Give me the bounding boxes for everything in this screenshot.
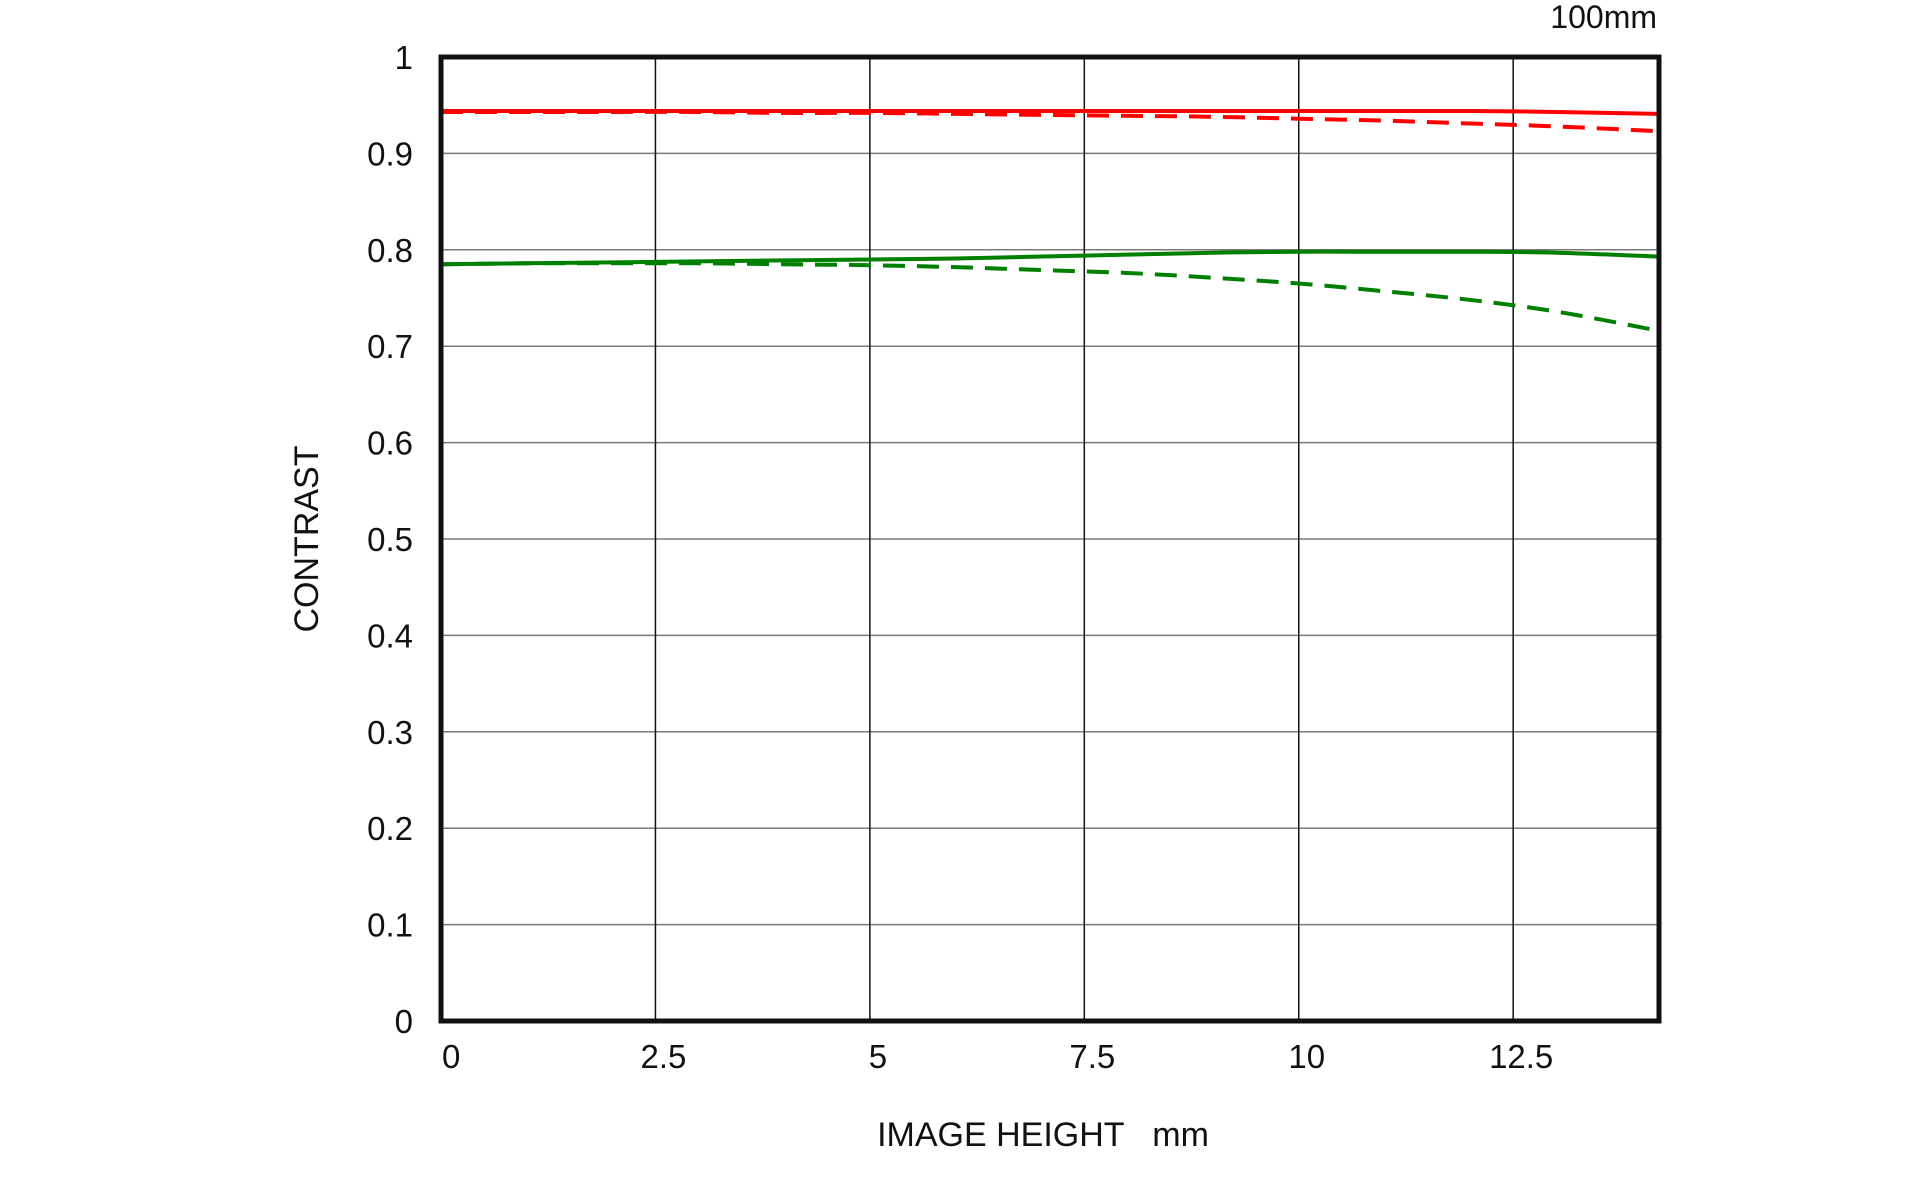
red-dashed-curve bbox=[441, 109, 1660, 134]
y-tick-label: 0.6 bbox=[367, 425, 413, 462]
x-tick-label: 7.5 bbox=[1069, 1038, 1115, 1075]
red-solid-curve bbox=[441, 108, 1660, 116]
y-tick-label: 0.7 bbox=[367, 328, 413, 365]
y-tick-label: 0.4 bbox=[367, 617, 413, 654]
y-tick-label: 0.8 bbox=[367, 232, 413, 269]
grid-layer bbox=[441, 57, 1659, 1021]
y-tick-label: 1 bbox=[395, 39, 413, 76]
y-axis-label: CONTRAST bbox=[288, 446, 326, 633]
tick-layer: 00.10.20.30.40.50.60.70.80.910 2.5 5 7.5 10 1… bbox=[367, 39, 1553, 1075]
x-tick-label: 12.5 bbox=[1489, 1038, 1553, 1075]
x-tick-label: 5 bbox=[869, 1038, 887, 1075]
y-tick-label: 0.9 bbox=[367, 135, 413, 172]
series-layer bbox=[440, 108, 1660, 333]
x-axis-label: IMAGE HEIGHT mm bbox=[877, 1116, 1209, 1154]
y-tick-label: 0 bbox=[395, 1003, 413, 1040]
y-tick-label: 0.2 bbox=[367, 810, 413, 847]
plot-frame bbox=[438, 54, 1662, 1024]
x-tick-label: 10 bbox=[1288, 1038, 1325, 1075]
x-tick-label: 0 bbox=[442, 1038, 460, 1075]
green-solid-curve bbox=[440, 249, 1660, 267]
green-dashed-curve bbox=[440, 261, 1660, 333]
x-tick-label: 2.5 bbox=[640, 1038, 686, 1075]
y-tick-label: 0.3 bbox=[367, 714, 413, 751]
y-tick-label: 0.5 bbox=[367, 521, 413, 558]
y-tick-label: 0.1 bbox=[367, 907, 413, 944]
chart-title: 100mm bbox=[1550, 0, 1657, 35]
